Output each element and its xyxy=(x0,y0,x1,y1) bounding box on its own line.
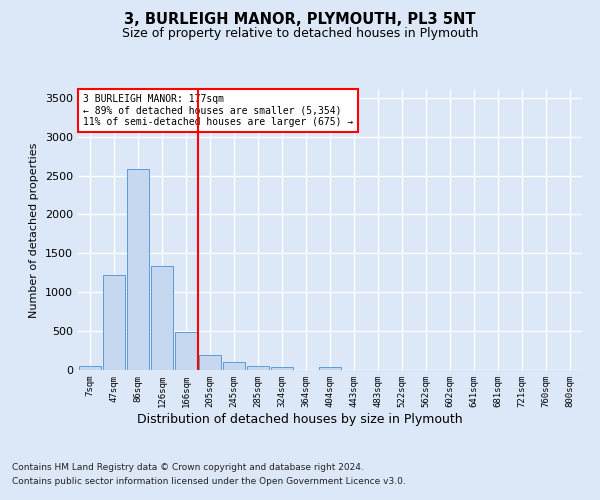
Bar xyxy=(223,362,245,370)
Bar xyxy=(319,368,341,370)
Text: 3 BURLEIGH MANOR: 177sqm
← 89% of detached houses are smaller (5,354)
11% of sem: 3 BURLEIGH MANOR: 177sqm ← 89% of detach… xyxy=(83,94,353,128)
Bar xyxy=(175,332,197,370)
Bar xyxy=(247,366,269,370)
Text: Distribution of detached houses by size in Plymouth: Distribution of detached houses by size … xyxy=(137,412,463,426)
Bar xyxy=(199,355,221,370)
Bar xyxy=(103,275,125,370)
Bar xyxy=(79,366,101,370)
Text: 3, BURLEIGH MANOR, PLYMOUTH, PL3 5NT: 3, BURLEIGH MANOR, PLYMOUTH, PL3 5NT xyxy=(124,12,476,28)
Bar xyxy=(151,266,173,370)
Text: Contains HM Land Registry data © Crown copyright and database right 2024.: Contains HM Land Registry data © Crown c… xyxy=(12,462,364,471)
Bar xyxy=(127,170,149,370)
Text: Contains public sector information licensed under the Open Government Licence v3: Contains public sector information licen… xyxy=(12,478,406,486)
Text: Size of property relative to detached houses in Plymouth: Size of property relative to detached ho… xyxy=(122,28,478,40)
Bar xyxy=(271,367,293,370)
Y-axis label: Number of detached properties: Number of detached properties xyxy=(29,142,40,318)
